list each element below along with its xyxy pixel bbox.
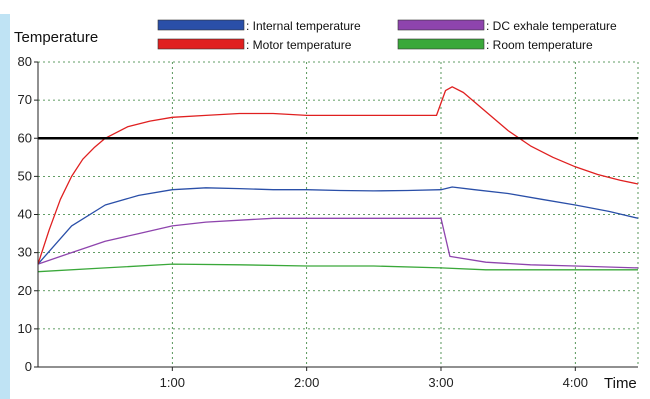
legend-label: : Internal temperature — [246, 19, 361, 33]
legend-swatch — [397, 38, 485, 50]
y-tick-label: 80 — [18, 54, 32, 69]
x-tick-label: 1:00 — [160, 375, 185, 390]
series-line — [37, 217, 639, 269]
series-line — [37, 263, 638, 273]
y-tick-label: 40 — [18, 207, 32, 222]
x-tick-label: 2:00 — [294, 375, 319, 390]
x-axis-title: Time — [604, 375, 637, 392]
y-tick-label: 20 — [18, 283, 32, 298]
series-line — [37, 186, 639, 265]
legend-label: : Room temperature — [486, 38, 593, 52]
y-tick-label: 60 — [18, 130, 32, 145]
series-layer — [37, 86, 639, 273]
legend-swatch — [397, 19, 485, 31]
x-tick-label: 3:00 — [428, 375, 453, 390]
legend-swatch — [157, 38, 245, 50]
y-tick-label: 10 — [18, 321, 32, 336]
x-tick-labels: 1:00 2:00 3:00 4:00 — [160, 367, 588, 390]
y-axis-title: Temperature — [14, 29, 98, 46]
y-tick-label: 50 — [18, 168, 32, 183]
y-tick-label: 0 — [25, 359, 32, 374]
y-tick-labels: 0 10 20 30 40 50 60 70 80 — [18, 54, 38, 374]
legend-swatch — [157, 19, 245, 31]
legend-label: : DC exhale temperature — [486, 19, 617, 33]
y-tick-label: 30 — [18, 245, 32, 260]
legend-label: : Motor temperature — [246, 38, 352, 52]
legend: : Internal temperature : DC exhale temper… — [157, 19, 617, 52]
y-tick-label: 70 — [18, 92, 32, 107]
series-line — [37, 86, 639, 265]
x-tick-label: 4:00 — [563, 375, 588, 390]
left-edge-strip — [0, 14, 10, 399]
